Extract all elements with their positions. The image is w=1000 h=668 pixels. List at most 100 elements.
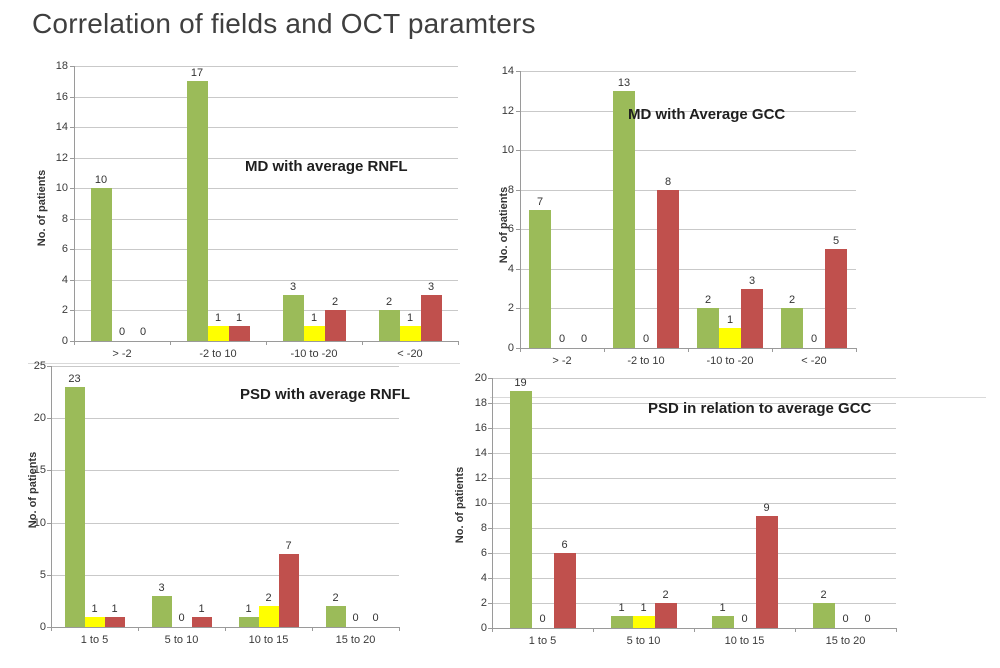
y-tick-label: 4 [480,572,487,584]
y-tick-label: 10 [474,497,487,509]
gridline [74,127,458,129]
data-label: 0 [864,613,871,625]
gridline [492,378,896,379]
data-label: 13 [617,76,631,89]
data-label: 1 [198,602,205,615]
data-label: 8 [664,175,672,188]
y-tick-label: 14 [55,121,68,134]
bar-green-3 [238,616,259,627]
y-tick-label: 15 [33,464,46,477]
data-label: 0 [741,613,748,625]
chart-title: MD with average RNFL [245,158,408,175]
gridline [520,150,856,152]
gridline [51,366,399,367]
bar-red-3 [755,515,778,628]
y-tick [70,341,74,342]
y-tick [488,603,492,604]
y-tick-label: 12 [55,151,68,164]
gridline [520,110,856,112]
y-tick-label: 6 [507,223,514,236]
x-axis-tick [399,627,400,631]
gridline [520,189,856,191]
x-axis-tick [896,628,897,632]
bar-yellow-1 [84,616,105,627]
data-label: 0 [372,612,379,624]
x-category-label: 1 to 5 [80,634,109,646]
bar-red-2 [654,603,677,628]
data-label: 0 [118,326,126,338]
y-axis-title: No. of patients [454,466,466,544]
data-label: 23 [68,372,81,385]
y-tick [70,249,74,251]
data-label: 0 [642,333,650,345]
gridline [492,528,896,529]
y-tick-label: 8 [507,183,514,196]
bar-green-2 [151,595,172,627]
y-tick-label: 4 [507,262,514,275]
x-category-label: 10 to 15 [248,634,289,646]
x-axis-tick [138,627,139,631]
y-tick [488,528,492,529]
x-category-label: > -2 [552,355,572,367]
chart-title: MD with Average GCC [628,106,786,123]
chart-area-border-top-left [28,363,460,364]
bar-yellow-2 [632,615,655,628]
x-axis-tick [593,628,594,632]
data-label: 1 [245,602,252,615]
y-tick-label: 4 [61,273,68,286]
bar-green-1 [529,209,551,348]
y-tick [47,418,51,420]
y-tick [488,478,492,479]
data-label: 1 [406,311,414,324]
gridline [492,478,896,479]
y-tick-label: 2 [61,304,68,317]
bar-red-3 [324,310,346,341]
data-label: 3 [289,281,297,294]
y-tick-label: 6 [480,547,487,559]
y-tick [488,453,492,454]
data-label: 0 [580,333,588,345]
y-tick-label: 10 [55,182,68,195]
data-label: 3 [158,581,165,594]
y-axis-line [74,66,75,341]
y-tick-label: 14 [501,65,514,77]
bar-yellow-3 [258,606,279,627]
y-tick-label: 2 [480,597,487,609]
bar-green-1 [509,390,532,628]
data-label: 5 [832,235,840,248]
y-tick [488,403,492,404]
x-axis-tick [604,348,605,352]
data-label: 9 [763,501,770,514]
y-tick-label: 18 [474,397,487,409]
gridline [51,418,399,420]
bar-red-2 [191,616,212,627]
x-category-label: > -2 [112,348,132,360]
y-tick [516,189,520,191]
data-label: 0 [842,613,849,625]
x-axis-tick [170,341,171,345]
x-axis-tick [688,348,689,352]
y-tick [516,150,520,152]
x-category-label: 5 to 10 [626,635,661,647]
bar-yellow-3 [303,325,325,341]
x-category-label: -10 to -20 [290,348,338,360]
y-tick [516,268,520,270]
y-tick [488,378,492,379]
bar-red-3 [741,288,763,348]
y-tick [47,522,51,524]
y-tick [70,157,74,159]
data-label: 7 [536,195,544,208]
data-label: 17 [190,67,204,80]
x-category-label: -2 to 10 [199,348,237,360]
x-axis-tick [520,348,521,352]
gridline [74,310,458,312]
bar-red-2 [228,325,250,341]
bar-red-3 [278,553,299,627]
bar-yellow-2 [207,325,229,341]
x-axis-tick [795,628,796,632]
data-label: 1 [726,314,734,327]
data-label: 0 [352,612,359,624]
